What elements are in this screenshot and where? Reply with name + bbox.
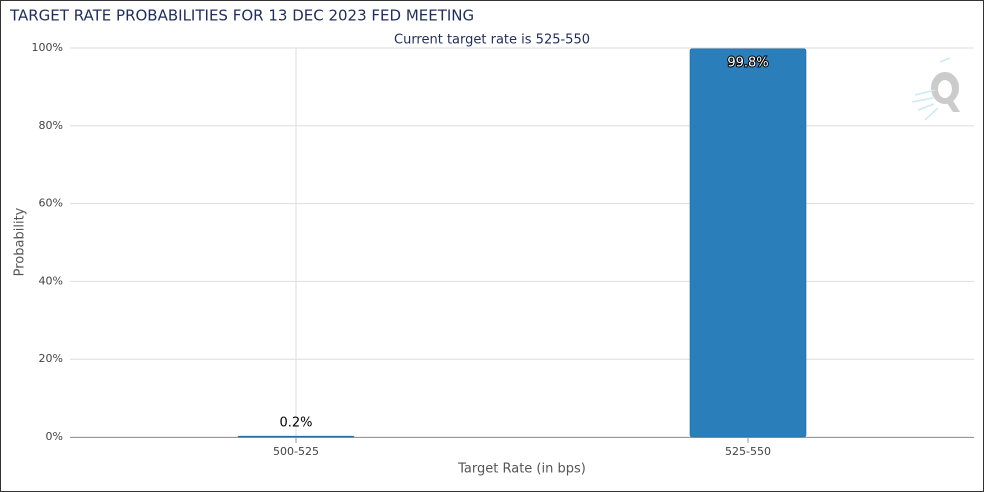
y-tick-label: 20% bbox=[39, 352, 63, 365]
value-label: 0.2% bbox=[279, 416, 312, 431]
x-tick-label: 500-525 bbox=[273, 445, 319, 458]
y-tick-label: 60% bbox=[39, 197, 63, 210]
y-axis-label: Probability bbox=[13, 207, 28, 276]
y-tick-label: 100% bbox=[32, 41, 63, 54]
chart-title: TARGET RATE PROBABILITIES FOR 13 DEC 202… bbox=[9, 7, 474, 25]
chart-subtitle: Current target rate is 525-550 bbox=[394, 33, 590, 48]
value-label: 99.8% bbox=[727, 55, 768, 70]
bar bbox=[689, 48, 807, 438]
x-tick-label: 525-550 bbox=[725, 445, 771, 458]
x-axis-label: Target Rate (in bps) bbox=[457, 462, 586, 477]
y-tick-label: 80% bbox=[39, 119, 63, 132]
bar bbox=[237, 435, 355, 438]
y-tick-label: 40% bbox=[39, 274, 63, 287]
logo bbox=[911, 57, 960, 121]
y-tick-label: 0% bbox=[46, 430, 63, 443]
